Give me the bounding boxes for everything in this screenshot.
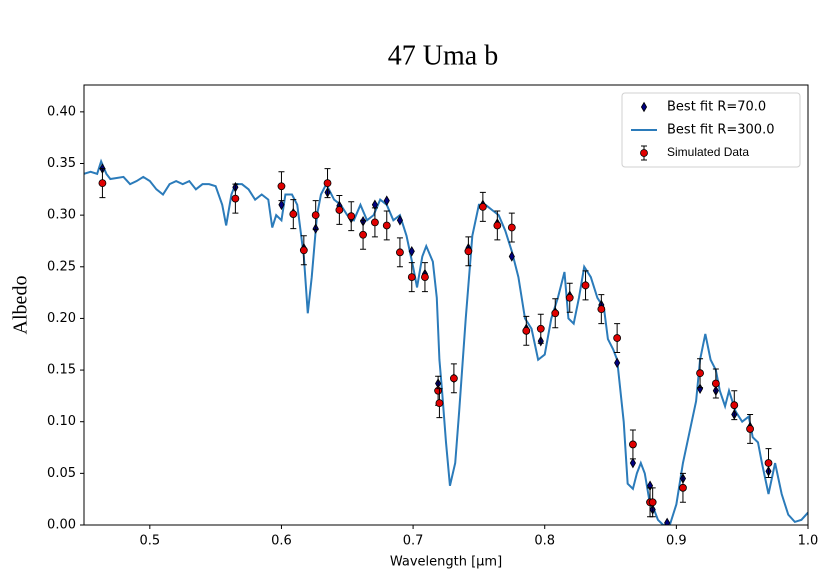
y-axis-label: Albedo (10, 276, 32, 335)
diamond-marker (629, 457, 636, 469)
y-tick-label: 0.15 (47, 363, 76, 378)
diamond-marker (383, 195, 390, 206)
data-point (396, 248, 404, 257)
y-tick-label: 0.05 (47, 466, 76, 481)
x-tick-label: 0.7 (403, 534, 424, 549)
data-point (407, 273, 416, 282)
data-point (311, 211, 320, 220)
data-point (679, 483, 687, 492)
data-point (730, 401, 739, 410)
y-tick-label: 0.10 (47, 414, 76, 429)
data-point (507, 223, 516, 232)
diamond-marker (278, 199, 285, 211)
x-axis-label: Wavelength [μm] (390, 555, 502, 570)
legend-box (621, 92, 801, 168)
data-point (359, 230, 367, 239)
legend-label: Best fit R=70.0 (667, 100, 766, 115)
plot-area (84, 158, 808, 525)
data-point (421, 273, 429, 282)
data-point (522, 326, 531, 335)
data-point (231, 194, 240, 203)
data-point (335, 206, 344, 214)
data-point (449, 374, 458, 383)
x-tick-label: 1.0 (798, 534, 819, 549)
data-point (764, 459, 773, 467)
y-tick-label: 0.25 (47, 259, 76, 274)
data-point (277, 182, 286, 191)
data-point (581, 281, 590, 290)
data-point (435, 399, 444, 408)
legend-diamond (640, 101, 648, 113)
data-point (629, 440, 637, 449)
data-point (746, 425, 754, 433)
data-point (382, 221, 391, 230)
chart-title: 47 Uma b (388, 40, 498, 71)
y-tick-label: 0.30 (47, 208, 76, 223)
data-point (299, 246, 308, 255)
y-tick-label: 0.20 (47, 311, 76, 326)
y-tick-label: 0.00 (47, 518, 76, 533)
x-tick-label: 0.5 (139, 534, 160, 549)
diamond-marker (508, 251, 515, 262)
x-tick-label: 0.9 (666, 534, 687, 549)
y-tick-label: 0.35 (47, 156, 76, 171)
axes-frame (83, 84, 809, 526)
data-point (711, 379, 720, 388)
legend-label: Best fit R=300.0 (667, 123, 774, 138)
data-point (289, 210, 298, 219)
x-tick-label: 0.8 (534, 534, 555, 549)
legend-label: Simulated Data (667, 145, 749, 159)
line (84, 158, 808, 525)
data-point (613, 334, 622, 342)
data-point (478, 202, 487, 211)
data-point (98, 179, 107, 188)
data-point (536, 324, 545, 333)
data-point (597, 305, 606, 314)
diamond-marker (396, 215, 403, 226)
x-tick-label: 0.6 (271, 534, 292, 549)
data-point (648, 498, 657, 507)
data-point (493, 221, 502, 230)
data-point (323, 179, 332, 188)
diamond-marker (664, 517, 671, 525)
y-tick-label: 0.40 (47, 104, 76, 119)
diamond-marker (408, 245, 415, 257)
legend-point (640, 149, 648, 157)
data-point (565, 293, 574, 302)
data-point (696, 369, 704, 378)
data-point (464, 247, 473, 256)
data-point (371, 218, 379, 227)
diamond-marker (614, 357, 621, 369)
data-point (347, 212, 356, 221)
data-point (551, 309, 560, 318)
